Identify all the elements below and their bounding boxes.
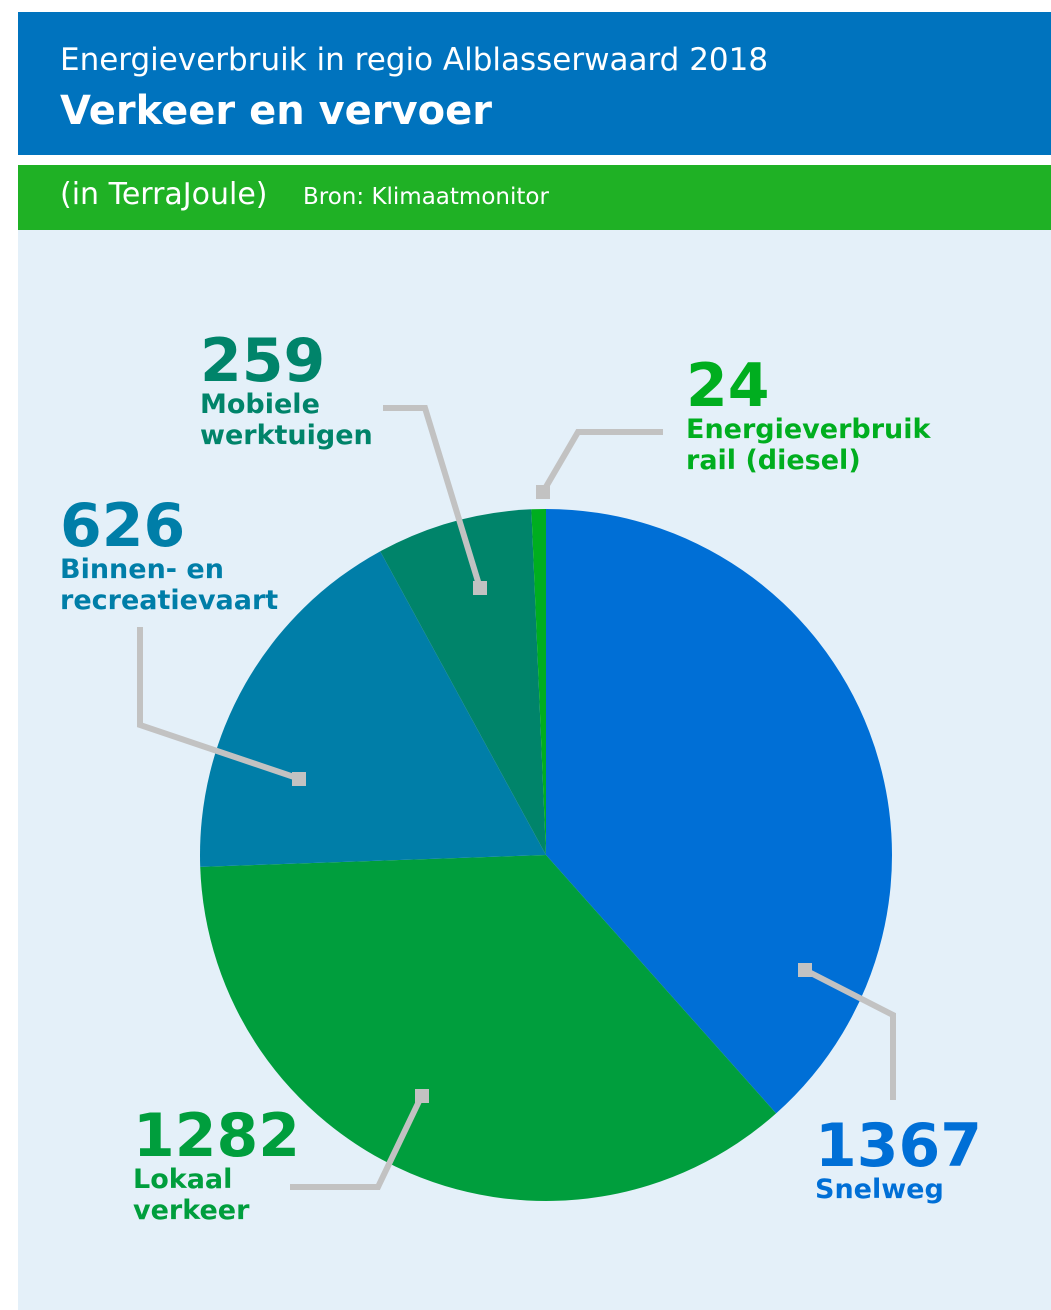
leader-end [415, 1089, 429, 1103]
leader-end [292, 772, 306, 786]
unit: (in TerraJoule) [60, 177, 268, 212]
source: Bron: Klimaatmonitor [303, 184, 549, 210]
leader-line [803, 967, 896, 1100]
leader-line [540, 429, 663, 494]
pie-slice [200, 855, 777, 1201]
value-label: 1282 [133, 1101, 300, 1171]
title: Verkeer en vervoer [60, 88, 492, 134]
slice-label: 259 Mobiele werktuigen [200, 326, 373, 451]
category-label: Binnen- en recreatievaart [60, 554, 279, 616]
leader-line [290, 1093, 425, 1190]
category-label: Snelweg [815, 1174, 944, 1205]
slice-label: 1282 Lokaal verkeer [133, 1101, 300, 1226]
category-label: Mobiele werktuigen [200, 389, 373, 451]
slice-label: 626 Binnen- en recreatievaart [60, 491, 279, 616]
leaders [137, 405, 896, 1190]
info-bar: (in TerraJoule) Bron: Klimaatmonitor [18, 165, 1051, 230]
leader-ends [292, 485, 812, 1103]
value-label: 626 [60, 491, 186, 561]
leader-end [473, 581, 487, 595]
value-label: 259 [200, 326, 326, 396]
header: Energieverbruik in regio Alblasserwaard … [18, 12, 1051, 155]
category-label: Lokaal verkeer [133, 1164, 250, 1226]
leader-line [383, 405, 483, 589]
subtitle: Energieverbruik in regio Alblasserwaard … [60, 42, 769, 78]
slice-label: 1367 Snelweg [815, 1111, 982, 1205]
value-label: 24 [686, 351, 770, 421]
category-label: Energieverbruik rail (diesel) [686, 414, 931, 476]
leader-end [536, 485, 550, 499]
slice-label: 24 Energieverbruik rail (diesel) [686, 351, 931, 476]
pie-slice [546, 509, 892, 1114]
leader-line [137, 627, 301, 782]
pie-slice [200, 551, 546, 867]
value-label: 1367 [815, 1111, 982, 1181]
pie-slice [380, 509, 546, 855]
leader-end [798, 963, 812, 977]
pie-slice [531, 509, 546, 855]
